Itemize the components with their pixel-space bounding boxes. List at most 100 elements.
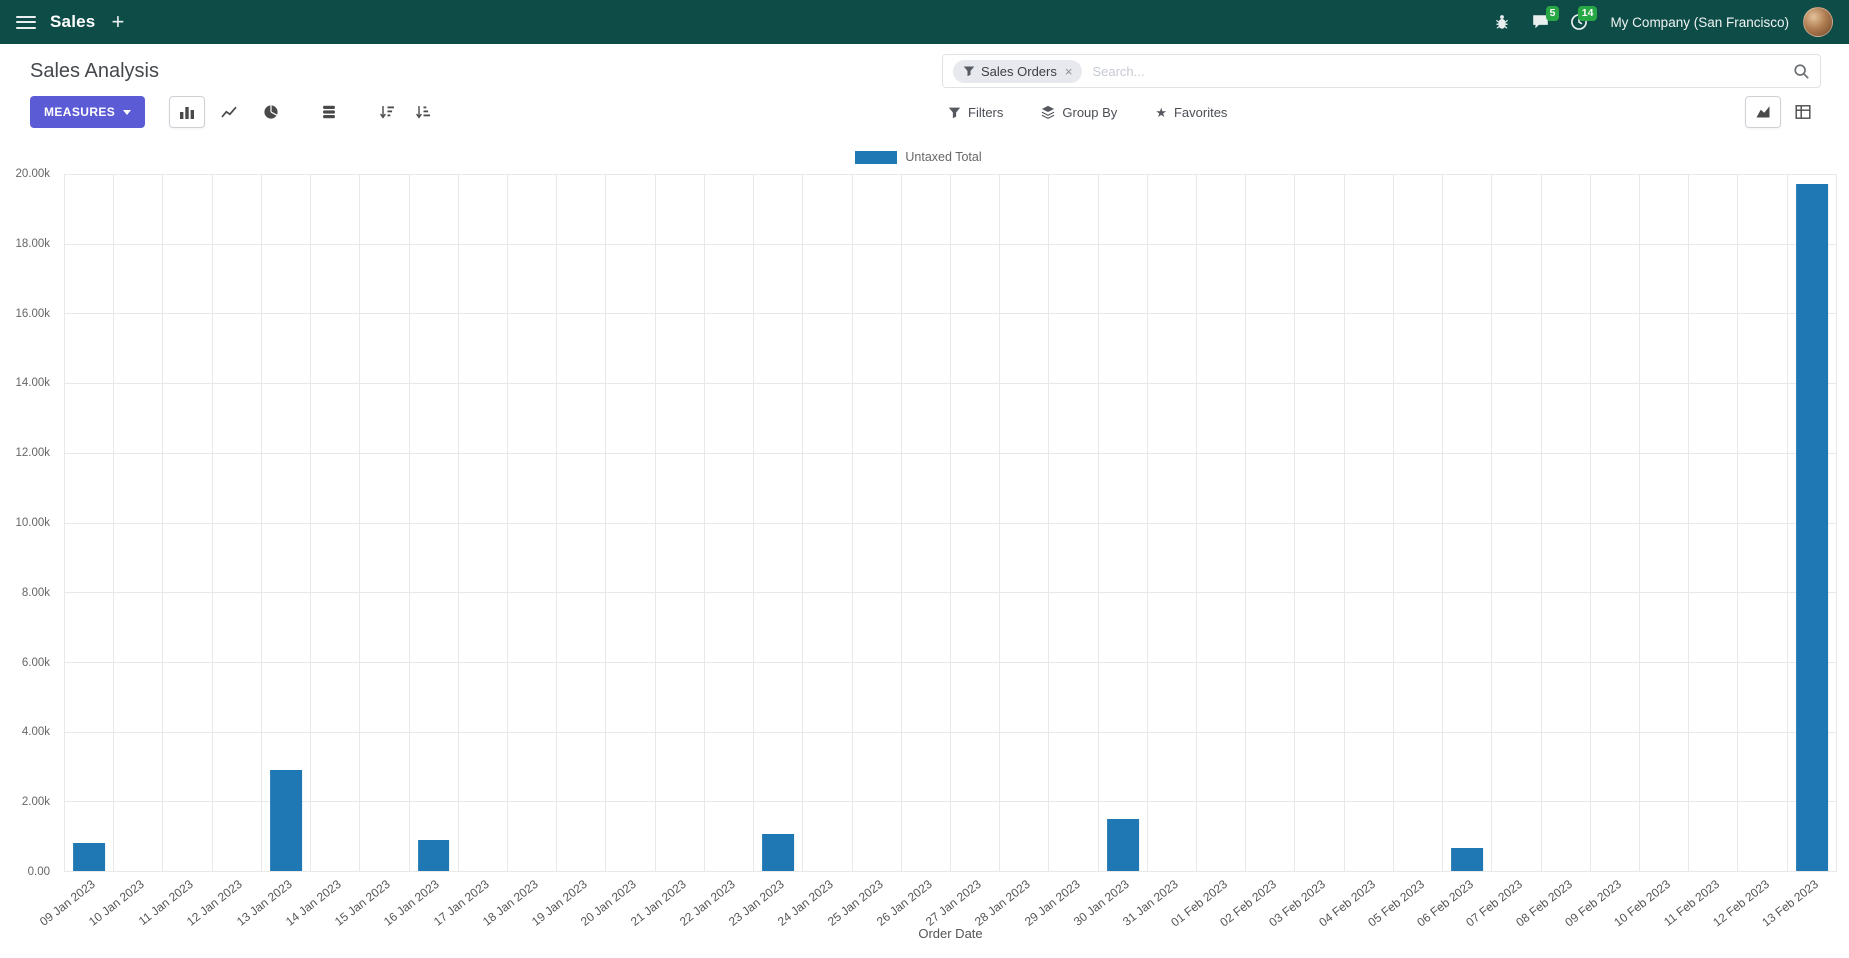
y-tick-label: 2.00k: [21, 796, 50, 809]
y-axis: 0.00 2.00k 4.00k 6.00k 8.00k 10.00k 12.00k 14.0…: [0, 168, 58, 878]
plot-slot: [1345, 174, 1394, 871]
plot-slot: [606, 174, 656, 871]
bar-chart-button[interactable]: [169, 96, 206, 128]
group-by-button[interactable]: Group By: [1035, 104, 1123, 121]
x-axis-title: Order Date: [918, 926, 983, 941]
plot-slot: [262, 174, 312, 871]
bar[interactable]: [270, 769, 302, 871]
plot-slot: [360, 174, 410, 871]
plot-slot: [1640, 174, 1690, 871]
bar[interactable]: [762, 834, 795, 871]
star-icon: ★: [1155, 104, 1167, 120]
plot-slot: [65, 174, 115, 871]
y-tick-label: 10.00k: [15, 517, 50, 529]
plot-slot: [1148, 174, 1198, 871]
filter-funnel-icon: [963, 66, 975, 77]
plot-slot: [114, 174, 164, 871]
search-input[interactable]: [1090, 62, 1785, 80]
favorites-label: Favorites: [1173, 104, 1228, 120]
gridline: [64, 871, 1837, 872]
plot-slot: [1394, 174, 1444, 871]
bar[interactable]: [1795, 184, 1828, 871]
filters-label: Filters: [968, 104, 1004, 120]
y-tick-label: 8.00k: [21, 586, 50, 599]
plot-slot: [311, 174, 361, 871]
topbar: Sales + 5 14 My Company (San Francisco): [0, 0, 1849, 44]
plot-slot: [163, 174, 213, 871]
chart-body: 0.00 2.00k 4.00k 6.00k 8.00k 10.00k 12.00k 14.0…: [0, 168, 1837, 930]
y-tick-label: 12.00k: [15, 447, 50, 460]
facet-remove-icon[interactable]: ×: [1064, 63, 1073, 79]
y-tick-label: 4.00k: [21, 726, 50, 739]
app-name[interactable]: Sales: [50, 12, 96, 31]
legend-item[interactable]: Untaxed Total: [855, 150, 982, 164]
plot-slot: [656, 174, 705, 871]
legend: Untaxed Total: [0, 144, 1837, 170]
bar[interactable]: [417, 839, 450, 871]
graph-view-button[interactable]: [1745, 96, 1781, 128]
search-facet-label: Sales Orders: [981, 63, 1057, 79]
chart-tools: MEASURES: [30, 96, 942, 128]
company-switcher[interactable]: My Company (San Francisco): [1610, 14, 1789, 30]
plot-slot: [1443, 174, 1493, 871]
y-tick-label: 0.00: [27, 866, 50, 878]
messages-icon[interactable]: 5: [1531, 6, 1560, 31]
filters-button[interactable]: Filters: [942, 104, 1009, 121]
plot-slot: [213, 174, 262, 871]
plot-slot: [508, 174, 558, 871]
search-facet[interactable]: Sales Orders ×: [953, 59, 1083, 83]
plot-slots: [64, 174, 1837, 871]
sort-descending-button[interactable]: [369, 96, 405, 128]
activities-clock-icon[interactable]: 14: [1570, 6, 1598, 31]
searchbar[interactable]: Sales Orders ×: [942, 54, 1821, 88]
plot-slot: [1591, 174, 1640, 871]
chevron-down-icon: [123, 109, 132, 115]
plot-slot: [705, 174, 755, 871]
chart-type-group: [169, 96, 289, 128]
topbar-right: 5 14 My Company (San Francisco): [1473, 6, 1833, 37]
apps-menu-icon[interactable]: [16, 15, 36, 29]
pivot-view-button[interactable]: [1785, 96, 1821, 128]
user-avatar[interactable]: [1803, 7, 1833, 37]
y-tick-label: 16.00k: [15, 307, 50, 320]
activities-badge: 14: [1577, 6, 1598, 21]
plot-slot: [754, 174, 804, 871]
debug-bug-icon[interactable]: [1493, 13, 1511, 31]
measures-button[interactable]: MEASURES: [30, 96, 146, 128]
plot-slot: [803, 174, 853, 871]
plot-slot: [1738, 174, 1788, 871]
plot-slot: [1492, 174, 1542, 871]
plot-slot: [1049, 174, 1099, 871]
legend-swatch: [855, 150, 898, 164]
plus-icon[interactable]: +: [111, 9, 125, 34]
search-icon[interactable]: [1793, 63, 1810, 80]
page-title: Sales Analysis: [30, 59, 159, 82]
chart-section: Untaxed Total 0.00 2.00k 4.00k 6.00k 8.00k 10…: [0, 138, 1849, 941]
control-panel: Sales Analysis Sales Orders × MEASURES: [0, 44, 1849, 138]
stacked-toggle-button[interactable]: [311, 96, 347, 128]
favorites-button[interactable]: ★ Favorites: [1149, 104, 1233, 121]
plot-slot: [951, 174, 1001, 871]
bar[interactable]: [1106, 818, 1139, 871]
breadcrumb-row: Sales Analysis Sales Orders ×: [30, 54, 1821, 88]
view-switcher: [1745, 96, 1821, 128]
plot-slot: [1197, 174, 1247, 871]
plot-slot: [557, 174, 607, 871]
measures-label: MEASURES: [44, 105, 116, 119]
search-tools: Filters Group By ★ Favorites: [942, 96, 1821, 128]
bar[interactable]: [1451, 848, 1484, 871]
sort-ascending-button[interactable]: [405, 96, 441, 128]
plot-area: [64, 174, 1837, 872]
line-chart-button[interactable]: [211, 96, 247, 128]
plot-slot: [459, 174, 508, 871]
filter-group: Filters Group By ★ Favorites: [942, 104, 1233, 121]
legend-label: Untaxed Total: [905, 150, 982, 164]
plot-slot: [1246, 174, 1296, 871]
pie-chart-button[interactable]: [253, 96, 289, 128]
topbar-left: Sales +: [16, 11, 124, 33]
group-by-label: Group By: [1062, 104, 1118, 120]
toolbar-row: MEASURES: [30, 96, 1821, 128]
plot-slot: [853, 174, 902, 871]
bar[interactable]: [73, 843, 106, 871]
filter-funnel-icon: [948, 107, 961, 118]
